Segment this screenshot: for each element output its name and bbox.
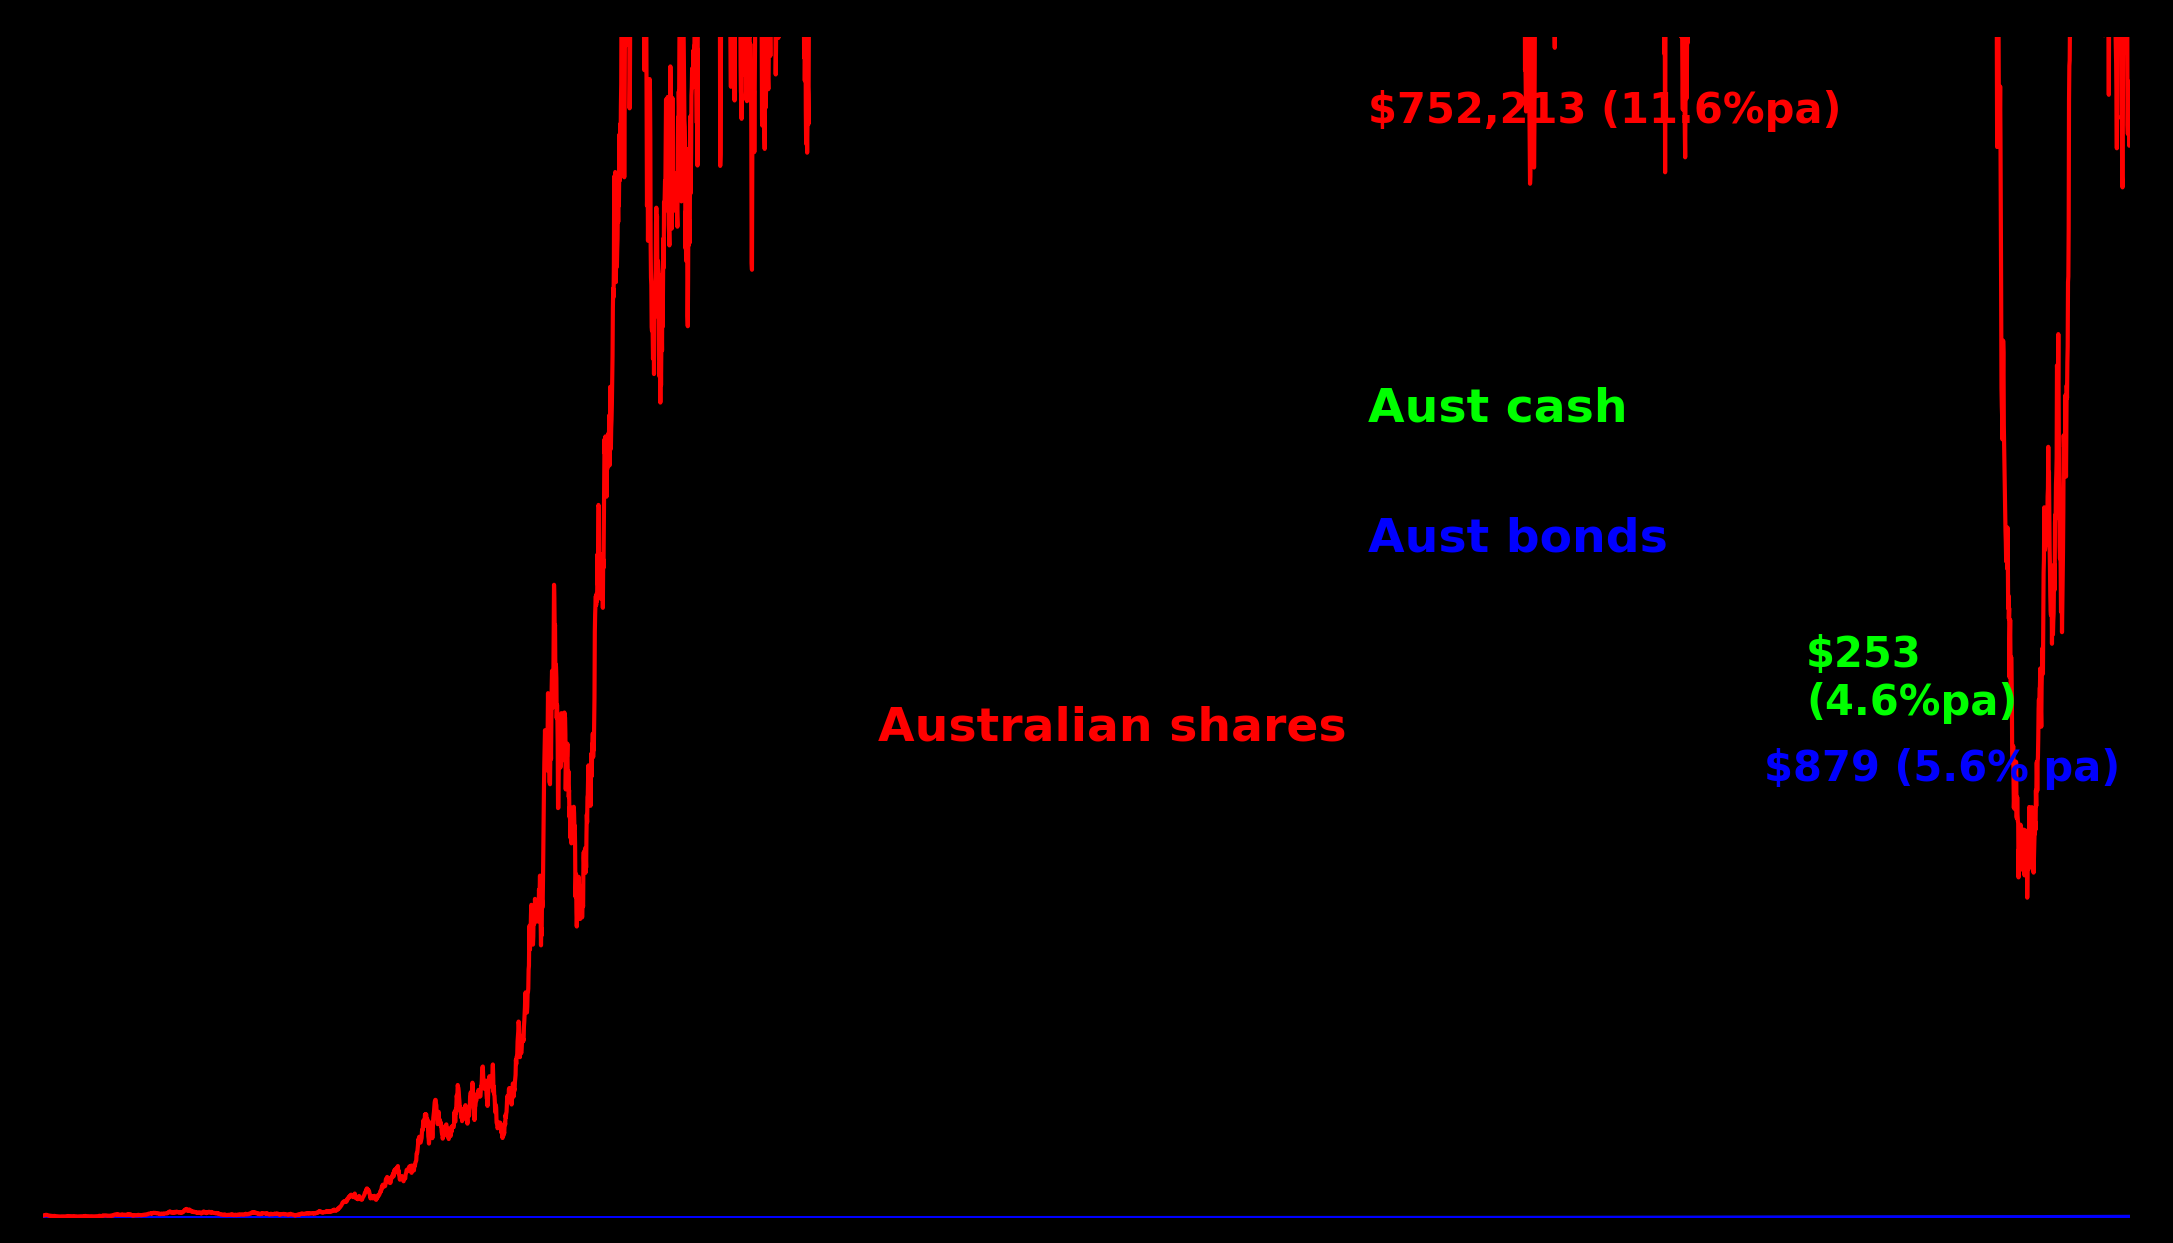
Text: $879 (5.6% pa): $879 (5.6% pa): [1764, 748, 2121, 791]
Text: $253
(4.6%pa): $253 (4.6%pa): [1806, 634, 2017, 725]
Text: Aust cash: Aust cash: [1369, 387, 1628, 431]
Text: Aust bonds: Aust bonds: [1369, 517, 1669, 562]
Text: $752,213 (11.6%pa): $752,213 (11.6%pa): [1369, 91, 1843, 133]
Text: Australian shares: Australian shares: [878, 706, 1347, 751]
